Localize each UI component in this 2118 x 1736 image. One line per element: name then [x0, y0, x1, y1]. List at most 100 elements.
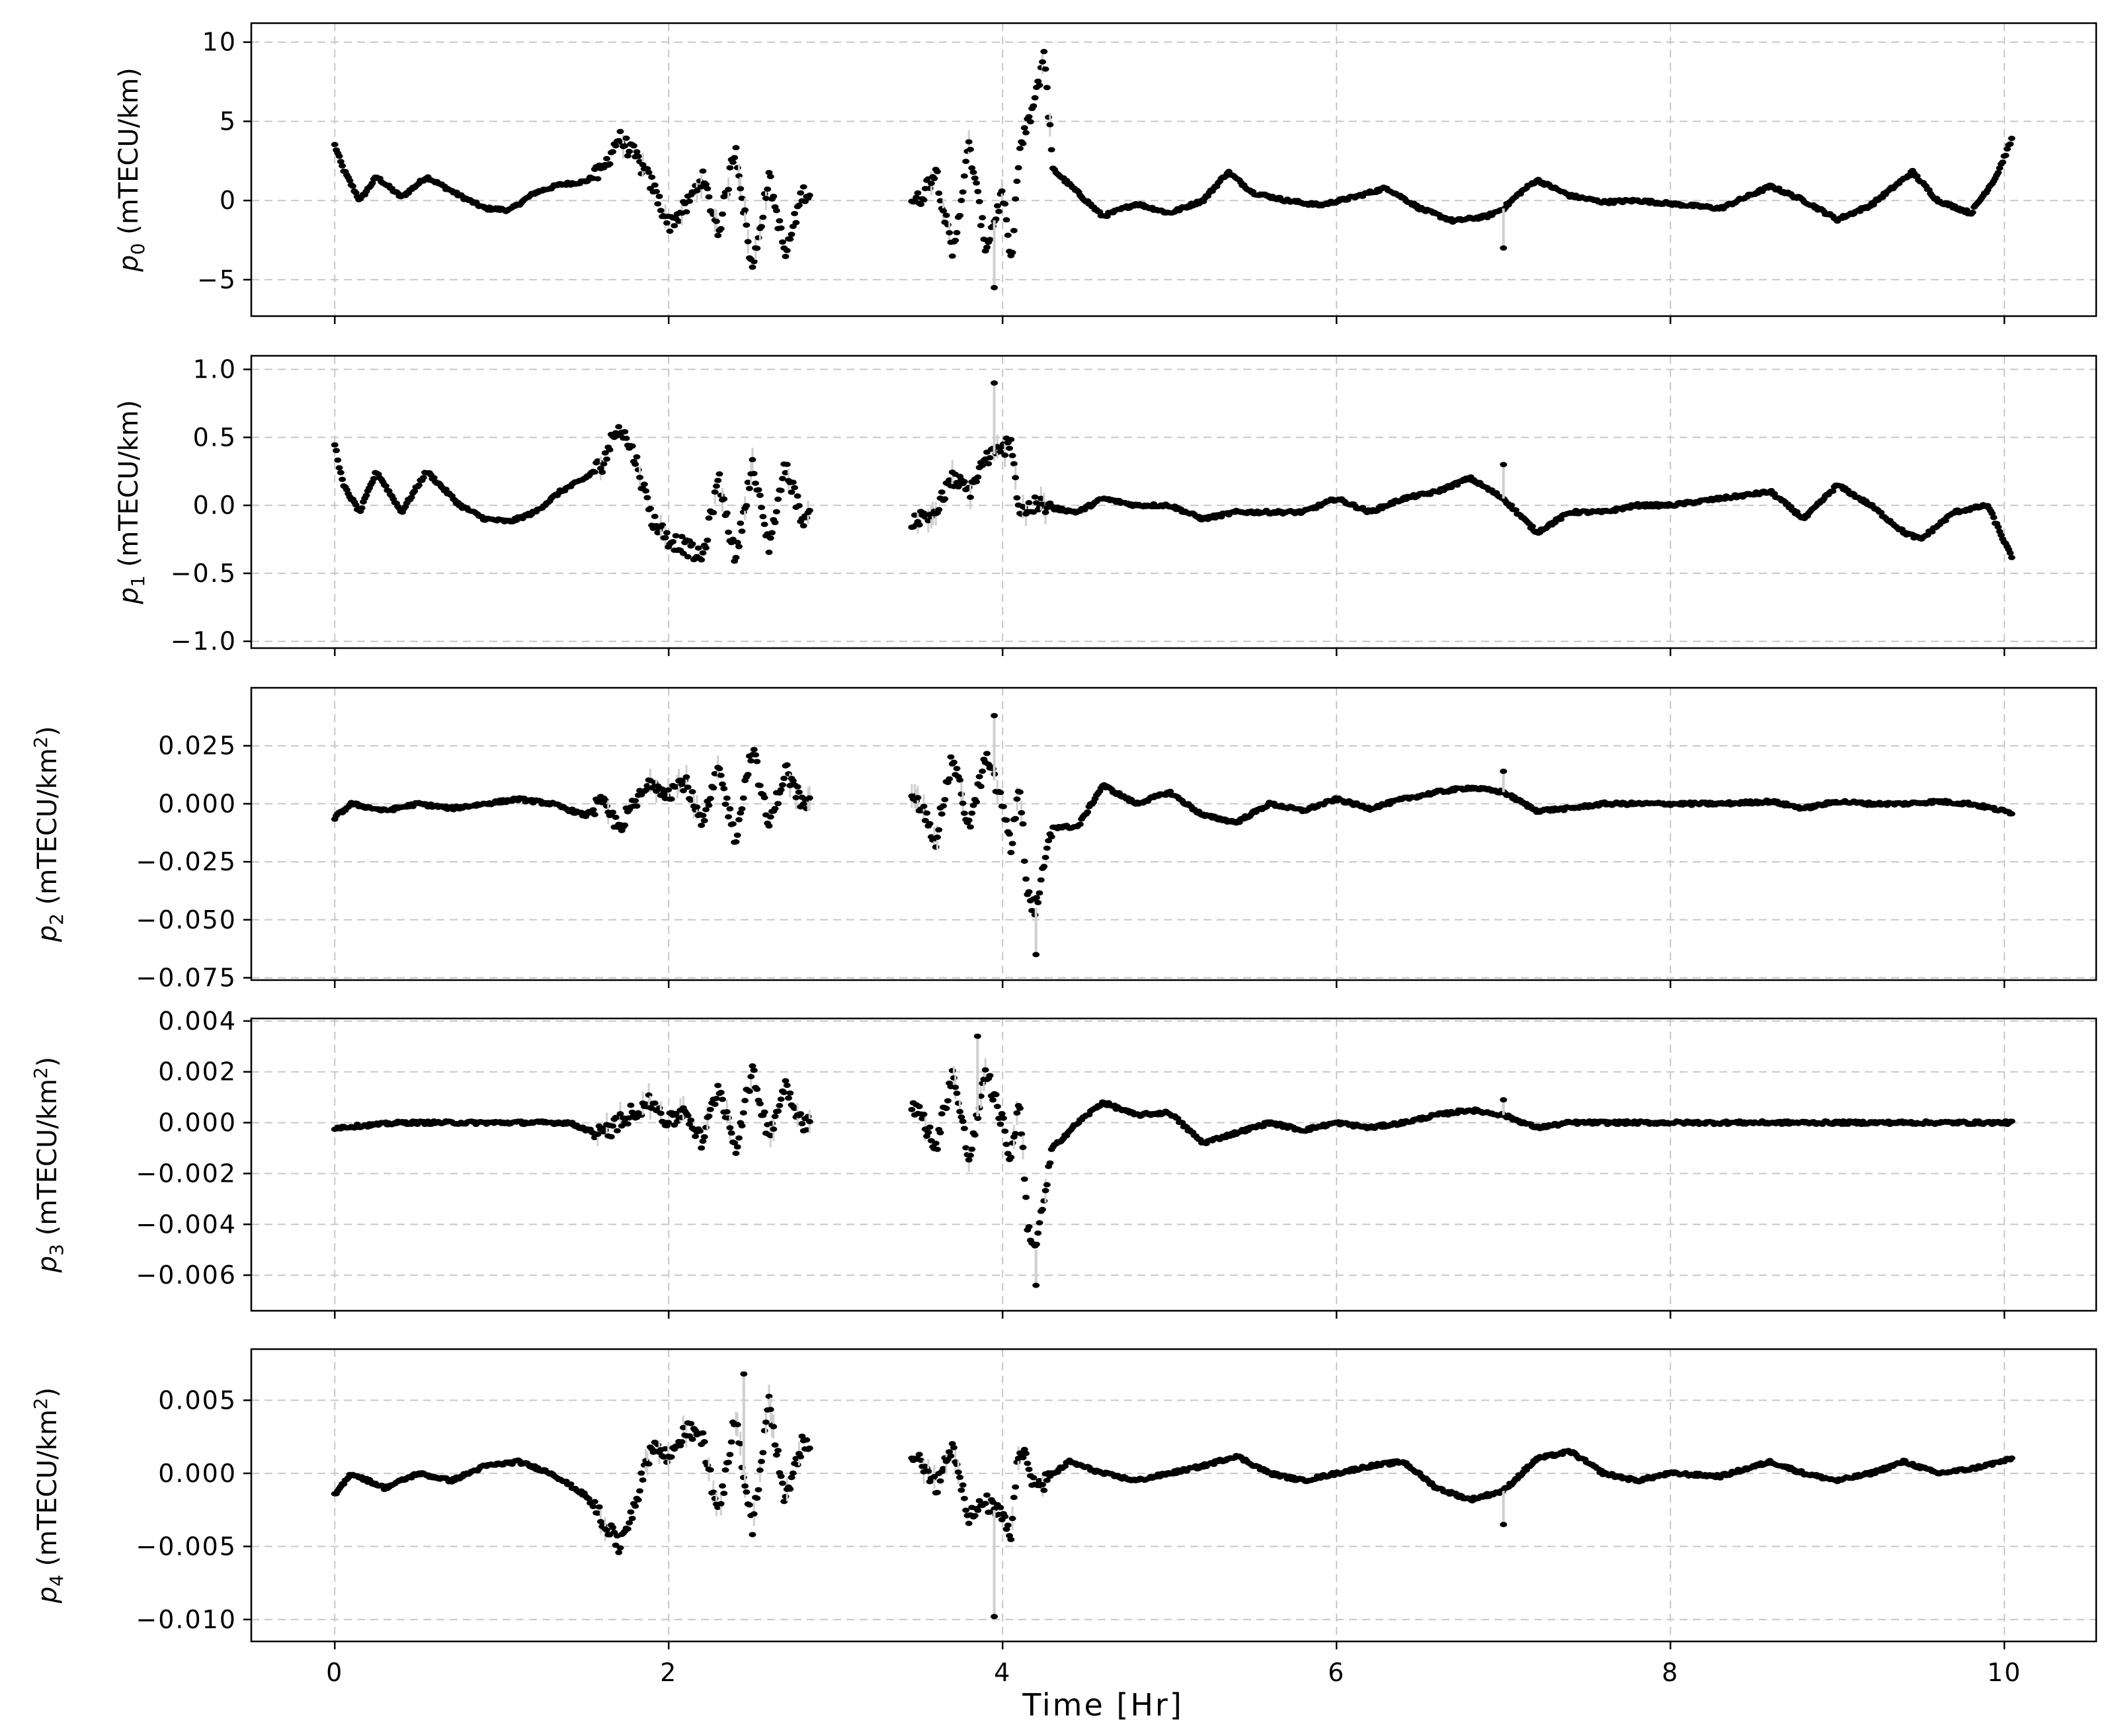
- data-point: [936, 1130, 944, 1136]
- data-point: [591, 1499, 598, 1505]
- data-point: [1025, 889, 1033, 895]
- data-point: [624, 1526, 631, 1532]
- data-point: [628, 443, 636, 449]
- data-point: [609, 1123, 617, 1129]
- data-point: [766, 1407, 774, 1413]
- data-point: [613, 1128, 621, 1134]
- data-point: [612, 143, 620, 149]
- data-point: [723, 191, 731, 197]
- data-point: [997, 790, 1004, 796]
- data-point: [1001, 1128, 1009, 1134]
- data-point: [974, 1116, 982, 1122]
- y-tick-label: −0.004: [136, 1210, 237, 1239]
- data-point: [645, 169, 653, 175]
- data-point: [936, 1478, 944, 1484]
- outlier-point: [991, 380, 998, 386]
- data-point: [725, 1460, 733, 1466]
- data-point: [335, 465, 343, 471]
- data-point: [352, 190, 360, 196]
- y-tick-label: 1.0: [193, 355, 237, 384]
- data-point: [986, 455, 994, 461]
- data-point: [1020, 125, 1028, 131]
- outlier-point: [1500, 245, 1508, 251]
- data-point: [726, 165, 734, 171]
- data-point: [633, 454, 641, 460]
- data-point: [743, 1489, 751, 1495]
- data-point: [1030, 1475, 1038, 1481]
- data-point: [1084, 809, 1092, 815]
- data-point: [663, 1460, 671, 1466]
- data-point: [700, 1439, 708, 1445]
- data-point: [720, 1491, 728, 1497]
- data-point: [1013, 495, 1021, 501]
- data-point: [630, 143, 637, 149]
- data-point: [595, 1504, 603, 1510]
- data-point: [803, 1127, 811, 1133]
- data-point: [1006, 445, 1014, 451]
- data-point: [633, 803, 641, 809]
- data-point: [698, 1145, 706, 1151]
- data-point: [930, 1473, 938, 1479]
- data-point: [983, 245, 991, 251]
- data-point: [686, 198, 694, 204]
- data-point: [719, 781, 727, 787]
- data-point: [913, 194, 920, 200]
- data-point: [1025, 1466, 1033, 1472]
- data-point: [737, 186, 745, 192]
- data-point: [1022, 876, 1030, 882]
- data-point: [794, 493, 801, 499]
- data-point: [974, 1507, 982, 1513]
- data-point: [1043, 1182, 1051, 1188]
- data-point: [594, 1132, 602, 1137]
- data-point: [737, 810, 745, 816]
- data-point: [1019, 1455, 1027, 1461]
- data-point: [938, 811, 946, 817]
- data-point: [927, 181, 935, 186]
- data-point: [679, 1425, 687, 1430]
- data-point: [694, 545, 702, 551]
- data-point: [789, 479, 797, 485]
- data-point: [759, 514, 767, 520]
- data-point: [415, 482, 423, 488]
- data-point: [743, 503, 751, 509]
- data-point: [935, 507, 943, 513]
- data-point: [407, 495, 415, 501]
- data-point: [589, 807, 597, 813]
- data-point: [648, 174, 656, 180]
- data-point: [1002, 217, 1010, 223]
- data-point: [339, 163, 346, 169]
- data-point: [622, 435, 630, 441]
- y-tick-label: 0.000: [158, 1108, 237, 1137]
- data-point: [771, 806, 779, 811]
- data-point: [1012, 1131, 1020, 1137]
- data-point: [1019, 821, 1027, 827]
- data-point: [789, 1470, 797, 1476]
- data-point: [968, 165, 976, 171]
- data-point: [725, 529, 733, 535]
- data-point: [942, 212, 950, 218]
- data-point: [792, 795, 800, 801]
- data-point: [753, 1087, 761, 1093]
- data-point: [1025, 500, 1033, 506]
- data-point: [725, 1115, 733, 1121]
- data-point: [645, 1092, 653, 1098]
- y-axis-label-part: p: [114, 587, 144, 604]
- data-point: [935, 827, 943, 833]
- data-point: [947, 1453, 955, 1459]
- data-point: [702, 181, 710, 187]
- data-point: [653, 188, 661, 194]
- data-point: [1988, 511, 1996, 517]
- data-point: [946, 477, 954, 483]
- data-point: [591, 469, 598, 475]
- data-point: [750, 259, 758, 265]
- data-point: [986, 237, 994, 243]
- data-point: [932, 844, 940, 850]
- data-point: [615, 424, 623, 430]
- y-axis-label-part: 0: [127, 243, 149, 255]
- data-point: [805, 192, 813, 198]
- data-point: [977, 784, 985, 790]
- data-point: [2008, 1118, 2016, 1124]
- data-point: [704, 537, 712, 543]
- data-point: [612, 814, 620, 820]
